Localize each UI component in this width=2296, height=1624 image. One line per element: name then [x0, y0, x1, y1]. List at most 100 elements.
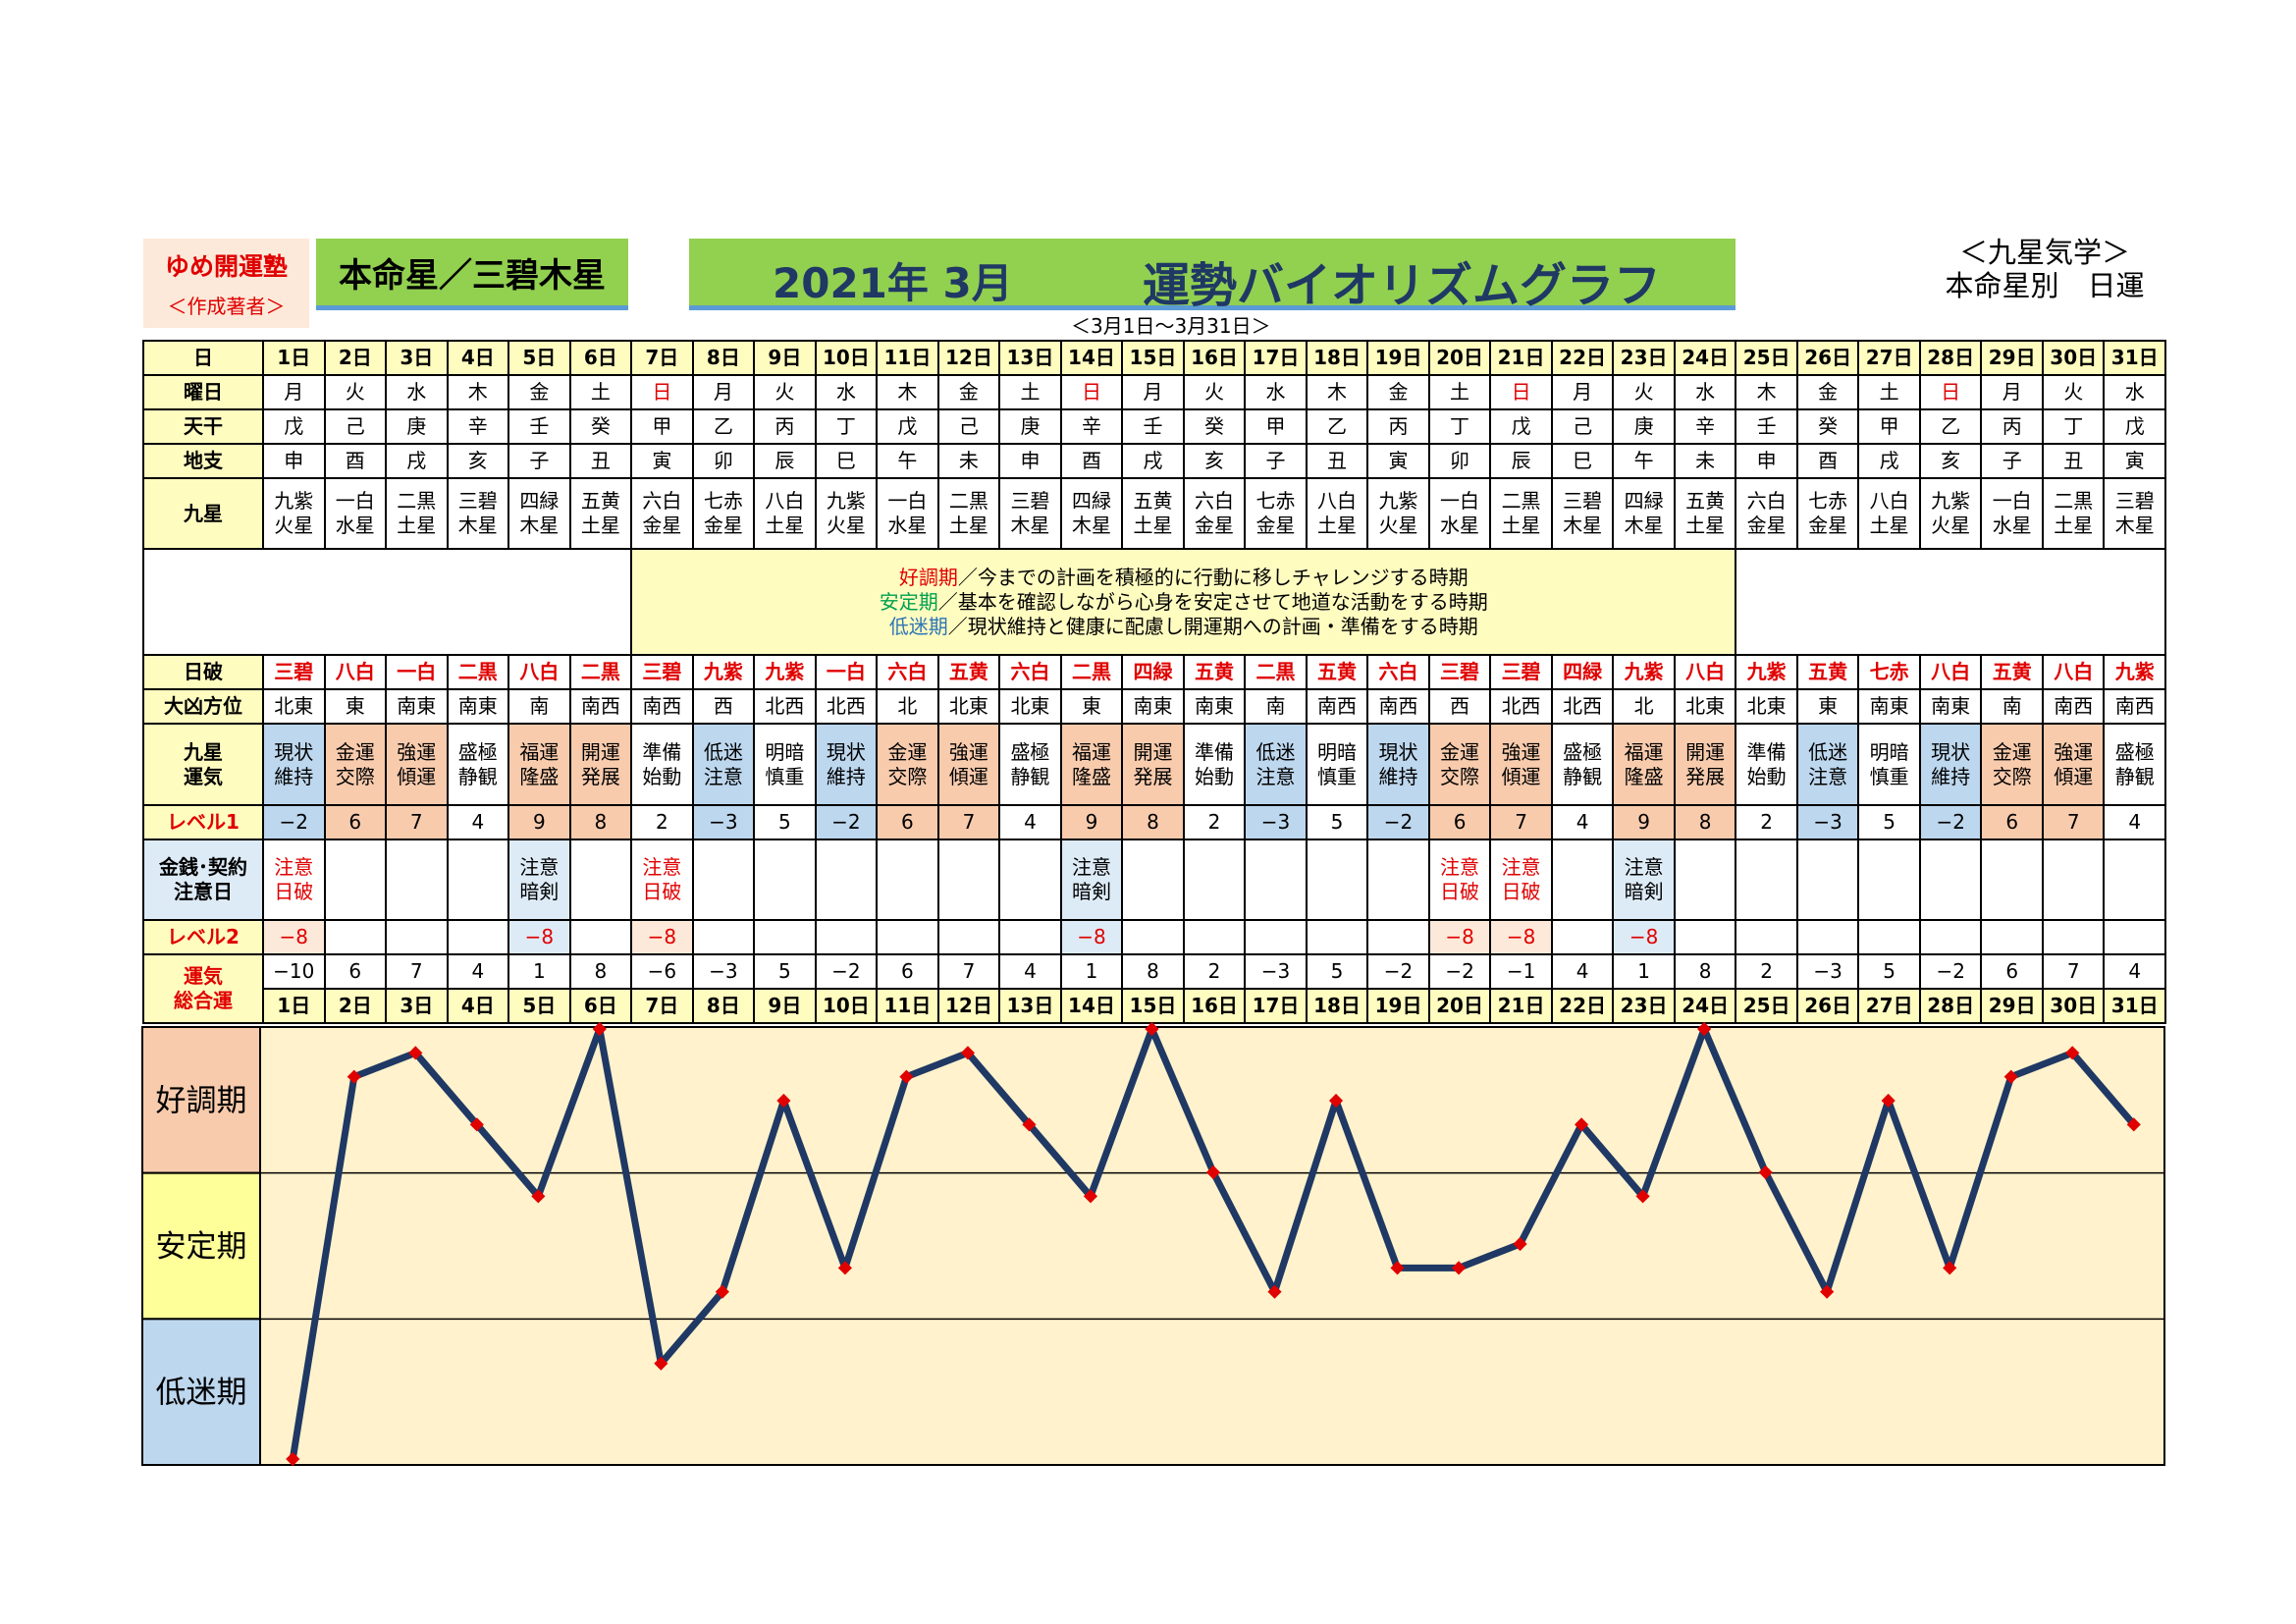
- level1-cell: 7: [2041, 804, 2106, 840]
- sogoun-cell: 7: [385, 953, 449, 990]
- row-kinsen: 金銭･契約 注意日 注意 日破 注意 暗剣 注意 日破 注意 暗剣 注意 日破 注意 日破 注意 暗剣: [142, 839, 2166, 921]
- kinsen-cell: [1244, 839, 1308, 921]
- level1-cell: 2: [1735, 804, 1798, 840]
- daikyo-cell: 南東: [1857, 688, 1921, 725]
- daikyo-cell: 西: [1427, 688, 1492, 725]
- unki-cell: 現状 維持: [1918, 723, 1983, 806]
- weekdays-cell: 日: [630, 374, 694, 410]
- days-cell: 13日: [998, 988, 1062, 1024]
- days-cell: 20日: [1427, 988, 1492, 1024]
- kinsen-cell: [998, 839, 1062, 921]
- chishi-cell: 丑: [2041, 443, 2106, 479]
- daikyo-cell: 南: [1244, 688, 1308, 725]
- band-label: 好調期: [156, 1083, 247, 1118]
- message-text: ／今までの計画を積極的に行動に移しチャレンジする時期: [957, 565, 1468, 589]
- tenkan-cell: 乙: [1305, 408, 1369, 445]
- level2-cell: [1795, 919, 1860, 955]
- level2-cell: −8: [262, 919, 326, 955]
- days-cell: 31日: [2103, 340, 2166, 376]
- days-cell: 4日: [446, 988, 510, 1024]
- days-cell: 17日: [1244, 340, 1308, 376]
- fortune-table: 日 1日 2日 3日 4日 5日 6日 7日 8日 9日 10日 11日 12日 13日 14日 15日 16日…: [141, 340, 2166, 1024]
- days-cell: 15日: [1121, 340, 1185, 376]
- level1-cell: 5: [1305, 804, 1369, 840]
- data-point: [592, 1021, 607, 1037]
- kyusei-cell: 二黒 土星: [385, 477, 449, 550]
- unki-cell: 準備 始動: [1182, 723, 1247, 806]
- message-text: ／基本を確認しながら心身を安定させて地道な活動をする時期: [937, 589, 1488, 614]
- band-label-box: [141, 1026, 261, 1174]
- data-point: [776, 1093, 791, 1109]
- level2-cell: [568, 919, 633, 955]
- kinsen-cell: [2103, 839, 2166, 921]
- data-point: [1451, 1261, 1467, 1275]
- level1-cell: −3: [691, 804, 756, 840]
- kyusei-cell: 四緑 木星: [1059, 477, 1124, 550]
- sogoun-cell: 1: [1059, 953, 1124, 990]
- daikyo-cell: 北西: [814, 688, 879, 725]
- level2-cell: −8: [507, 919, 571, 955]
- tenkan-cell: 戊: [2103, 408, 2166, 445]
- chishi-cell: 丑: [1305, 443, 1369, 479]
- days-cell: 25日: [1735, 340, 1798, 376]
- level1-cell: 9: [1059, 804, 1124, 840]
- title-banner: 2021年 3月 運勢バイオリズムグラフ: [689, 239, 1735, 313]
- weekdays-cell: 火: [323, 374, 388, 410]
- kinsen-cell: [1550, 839, 1615, 921]
- nippa-cell: 三碧: [630, 654, 694, 690]
- kinsen-cell: 注意 日破: [630, 839, 694, 921]
- nippa-cell: 二黒: [1244, 654, 1308, 690]
- kinsen-cell: 注意 暗剣: [507, 839, 571, 921]
- kyusei-cell: 八白 土星: [753, 477, 817, 550]
- sogoun-cell: 4: [998, 953, 1062, 990]
- sogoun-cell: 5: [1305, 953, 1369, 990]
- kyusei-cell: 五黄 土星: [1121, 477, 1185, 550]
- kyusei-cell: 五黄 土星: [1673, 477, 1737, 550]
- tenkan-cell: 辛: [1673, 408, 1737, 445]
- nippa-cell: 四緑: [1121, 654, 1185, 690]
- daikyo-cell: 南東: [385, 688, 449, 725]
- level1-cell: 8: [568, 804, 633, 840]
- data-point: [1022, 1117, 1037, 1132]
- tenkan-cell: 甲: [1857, 408, 1921, 445]
- sogoun-cell: −2: [1918, 953, 1983, 990]
- kyusei-cell: 五黄 土星: [568, 477, 633, 550]
- tenkan-cell: 庚: [385, 408, 449, 445]
- row-label-level1: レベル1: [142, 804, 264, 840]
- level1-cell: −3: [1244, 804, 1308, 840]
- unki-cell: 福運 隆盛: [1612, 723, 1676, 806]
- page-title: 運勢バイオリズムグラフ: [1143, 258, 1662, 313]
- chishi-cell: 酉: [1795, 443, 1860, 479]
- days-cell: 6日: [568, 340, 633, 376]
- organization-name: ゆめ開運塾: [164, 252, 288, 281]
- level2-cell: [814, 919, 879, 955]
- nippa-cell: 二黒: [568, 654, 633, 690]
- daikyo-cell: 西: [691, 688, 756, 725]
- tenkan-cell: 甲: [1244, 408, 1308, 445]
- weekdays-cell: 木: [876, 374, 939, 410]
- kinsen-cell: [1918, 839, 1983, 921]
- days-cell: 27日: [1857, 340, 1921, 376]
- days-cell: 19日: [1366, 988, 1430, 1024]
- kinsen-cell: [1673, 839, 1737, 921]
- data-point: [286, 1451, 300, 1467]
- data-point: [1820, 1284, 1835, 1299]
- row-weekdays: 曜日月火水木金土日月火水木金土日月火水木金土日月火水木金土日月火水: [142, 374, 2166, 410]
- weekdays-cell: 火: [2041, 374, 2106, 410]
- level2-cell: [691, 919, 756, 955]
- data-point: [899, 1069, 914, 1084]
- kyusei-cell: 八白 土星: [1857, 477, 1921, 550]
- days-cell: 9日: [753, 340, 817, 376]
- days-cell: 5日: [507, 340, 571, 376]
- chishi-cell: 子: [1980, 443, 2044, 479]
- tenkan-cell: 戊: [876, 408, 939, 445]
- row-messages: 好調期／今までの計画を積極的に行動に移しチャレンジする時期 安定期／基本を確認しな…: [141, 548, 2166, 656]
- tenkan-cell: 壬: [1121, 408, 1185, 445]
- days-cell: 13日: [998, 340, 1062, 376]
- level1-cell: 6: [323, 804, 388, 840]
- weekdays-cell: 日: [1489, 374, 1553, 410]
- chishi-cell: 酉: [323, 443, 388, 479]
- data-point: [469, 1117, 484, 1132]
- unki-cell: 明暗 慎重: [1857, 723, 1921, 806]
- daikyo-cell: 南東: [446, 688, 510, 725]
